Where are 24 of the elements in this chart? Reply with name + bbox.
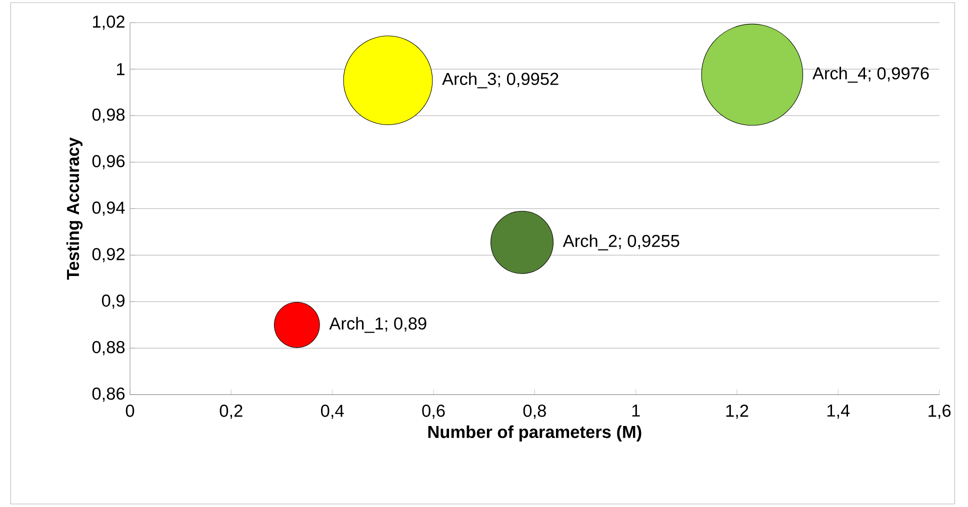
data-label: Arch_1; 0,89 [329, 317, 426, 334]
data-label: Arch_3; 0,9952 [442, 72, 558, 88]
y-tick-label: 0,88 [92, 341, 125, 356]
x-axis-title: Number of parameters (M) [428, 426, 642, 442]
y-tick-label: 1,02 [93, 16, 124, 30]
x-tick-label: 0,6 [422, 404, 445, 420]
data-label: Arch_2; 0,9255 [562, 234, 680, 251]
x-tick-label: 1 [632, 404, 640, 417]
y-axis-title: Testing Accuracy [66, 138, 83, 280]
x-tick-label: 0,2 [220, 404, 242, 420]
y-tick-label: 0,9 [102, 294, 124, 309]
y-tick-label: 0,96 [92, 155, 125, 170]
y-tick-label: 0,92 [92, 248, 124, 262]
y-tick-label: 0,94 [92, 202, 125, 216]
x-tick-label: 0,4 [321, 404, 344, 420]
y-tick-label: 0,86 [92, 388, 125, 402]
x-tick-label: 0 [126, 404, 134, 418]
y-tick-label: 1 [117, 63, 124, 76]
data-label: Arch_4; 0,9976 [812, 66, 929, 83]
y-tick-label: 0,98 [92, 108, 125, 123]
x-tick-label: 1,6 [928, 404, 951, 420]
x-tick-label: 0,8 [523, 404, 546, 420]
x-tick-label: 1,2 [726, 404, 748, 420]
x-tick-label: 1,4 [827, 404, 850, 419]
